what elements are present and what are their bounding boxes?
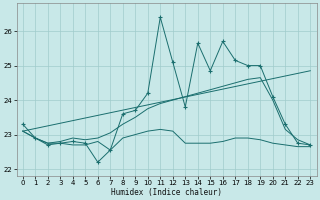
X-axis label: Humidex (Indice chaleur): Humidex (Indice chaleur) <box>111 188 222 197</box>
